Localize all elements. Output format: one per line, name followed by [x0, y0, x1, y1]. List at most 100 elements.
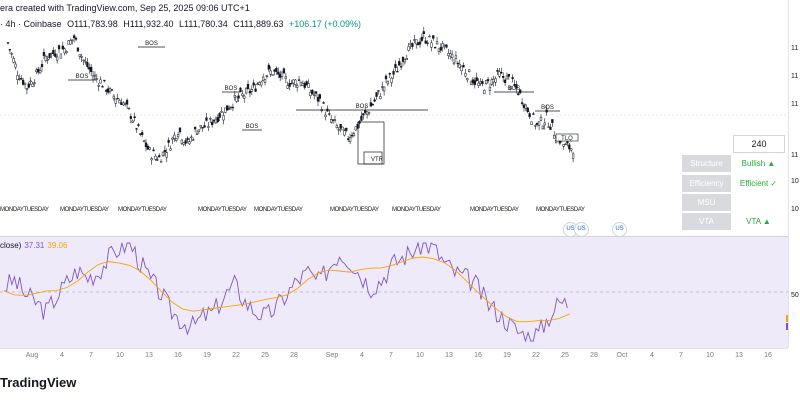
- candle-body: [78, 54, 81, 57]
- candle-body: [294, 79, 297, 85]
- candle-body: [547, 126, 550, 128]
- candle-body: [42, 52, 46, 56]
- candle-body: [250, 89, 253, 92]
- time-axis[interactable]: Aug 4 7 10 13 16 19 22 25 28 Sep 4 7 10 …: [0, 348, 788, 363]
- candle-body: [35, 69, 38, 72]
- tlq-label: TLQ: [561, 136, 573, 142]
- candle-body: [536, 122, 539, 125]
- candle-body: [122, 102, 125, 106]
- candle-body: [195, 133, 199, 135]
- candle-body: [330, 119, 333, 123]
- candle-body: [235, 96, 238, 102]
- candle-body: [511, 77, 514, 80]
- candle-body: [277, 71, 280, 75]
- candle-body: [38, 70, 42, 74]
- candle-body: [158, 155, 161, 158]
- candle-body: [248, 90, 252, 94]
- candle-body: [199, 125, 202, 128]
- tlq-box: [555, 133, 579, 142]
- time-label: Sep: [325, 352, 339, 359]
- candle-body: [299, 81, 303, 86]
- candle-body: [6, 42, 10, 44]
- candle-body: [129, 116, 132, 119]
- time-label: 19: [503, 352, 511, 359]
- candle-body: [460, 65, 463, 71]
- change-value: +106.17 (+0.09%): [289, 19, 362, 29]
- candle-body: [265, 75, 269, 77]
- candle-body: [175, 138, 178, 141]
- candle-body: [386, 81, 390, 85]
- rsi-pane[interactable]: [0, 237, 788, 348]
- candle-body: [354, 126, 357, 131]
- price-chart[interactable]: BOS BOS BOS BOS BOS BOS BOS VTR TLQ: [0, 0, 788, 237]
- candle-body: [333, 119, 337, 121]
- time-label: 10: [416, 352, 424, 359]
- osc-scale-label: 50: [791, 292, 799, 299]
- time-label: 7: [89, 352, 93, 359]
- candle-body: [503, 79, 507, 83]
- candle-body: [258, 82, 261, 85]
- candle-body: [322, 102, 325, 104]
- brand-text: TradingView: [0, 375, 77, 390]
- candle-body: [203, 125, 206, 128]
- candle-body: [471, 79, 475, 84]
- candle-body: [152, 149, 155, 152]
- candle-body: [220, 111, 223, 113]
- candle-body: [44, 55, 47, 61]
- candle-body: [311, 89, 314, 95]
- candle-body: [271, 74, 274, 76]
- candle-body: [279, 73, 282, 78]
- candle-body: [528, 113, 531, 118]
- candle-body: [254, 88, 257, 92]
- open-value: O111,783.98: [67, 19, 118, 29]
- candle-body: [534, 125, 537, 127]
- candle-body: [84, 61, 87, 63]
- event-flag-icon[interactable]: US: [574, 222, 589, 237]
- candle-body: [292, 79, 295, 84]
- candle-body: [485, 80, 488, 84]
- candle-body: [190, 136, 193, 138]
- candle-body: [256, 83, 259, 85]
- candle-body: [65, 51, 68, 54]
- candle-body: [226, 105, 229, 111]
- candle-body: [396, 71, 399, 73]
- info-row-efficiency: Efficiency Efficient ✓: [682, 175, 784, 192]
- candle-body: [524, 104, 528, 109]
- candle-body: [133, 116, 136, 118]
- time-label: 4: [60, 352, 64, 359]
- candle-body: [420, 36, 424, 41]
- candle-body: [296, 85, 299, 88]
- candle-body: [360, 115, 363, 121]
- candle-body: [197, 129, 201, 132]
- candle-body: [447, 53, 450, 56]
- candle-body: [392, 71, 395, 75]
- candle-body: [422, 31, 425, 34]
- event-flag-icon[interactable]: US: [612, 222, 627, 237]
- candle-body: [468, 69, 471, 72]
- candle-body: [137, 124, 140, 126]
- candle-body: [305, 81, 308, 86]
- candle-body: [284, 76, 287, 79]
- candle-body: [97, 84, 100, 87]
- vtr-label: VTR: [371, 157, 384, 163]
- candle-body: [335, 125, 339, 129]
- candle-body: [169, 148, 172, 151]
- low-value: L111,780.34: [179, 19, 228, 29]
- candle-body: [40, 64, 44, 68]
- candle-body: [142, 140, 146, 142]
- candle-body: [93, 74, 97, 77]
- candle-body: [243, 95, 246, 99]
- candle-body: [82, 59, 85, 61]
- candle-body: [205, 117, 208, 121]
- info-row-structure: Structure Bullish ▲: [682, 155, 784, 172]
- rsi-label: close): [0, 241, 22, 250]
- candle-body: [371, 104, 374, 106]
- candle-body: [566, 141, 569, 144]
- candle-body: [500, 72, 503, 74]
- candle-body: [505, 75, 509, 80]
- candle-body: [233, 95, 236, 98]
- price-scale[interactable]: 11 11 11 11 10 10 50: [788, 0, 800, 348]
- candle-body: [345, 127, 348, 131]
- time-label: 13: [145, 352, 153, 359]
